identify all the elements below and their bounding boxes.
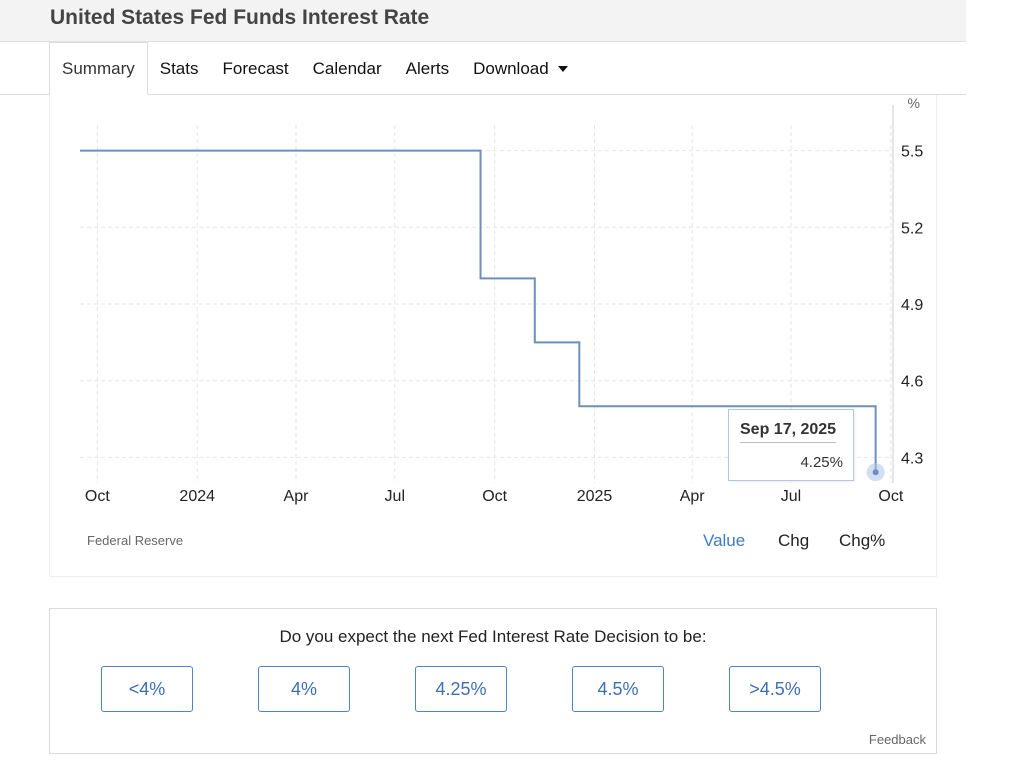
rate-step-line	[80, 149, 877, 471]
title-bar: United States Fed Funds Interest Rate	[0, 0, 966, 42]
data-source: Federal Reserve	[87, 533, 184, 548]
x-tick-label: Apr	[284, 488, 310, 505]
tab-stats-label: Stats	[159, 58, 199, 78]
x-tick-label: Oct	[482, 488, 507, 505]
x-tick-label: Apr	[680, 488, 706, 505]
poll-question: Do you expect the next Fed Interest Rate…	[279, 627, 707, 646]
feedback-link[interactable]: Feedback	[868, 732, 926, 747]
tab-calendar-label: Calendar	[312, 58, 382, 78]
chart-panel	[49, 95, 937, 577]
highlight-point	[872, 469, 879, 476]
tab-forecast-label: Forecast	[222, 58, 289, 78]
tab-download[interactable]: Download	[461, 42, 580, 95]
x-tick-label: Oct	[878, 488, 903, 505]
chart-axes: Oct 2024 Apr Jul Oct 2025 Apr Jul Oct 4.3 4.6 4.9 5.…	[85, 95, 923, 505]
x-tick-label: 2024	[179, 488, 215, 505]
view-mode-value[interactable]: Value	[703, 531, 746, 550]
tab-calendar[interactable]: Calendar	[301, 42, 394, 95]
tab-summary-label: Summary	[62, 58, 135, 78]
chart-series	[80, 149, 885, 482]
y-tick-label: 5.2	[901, 220, 923, 237]
rate-poll: Do you expect the next Fed Interest Rate…	[49, 608, 937, 754]
tab-download-label: Download	[473, 58, 549, 78]
poll-option-4-25[interactable]: 4.25%	[415, 666, 507, 712]
tab-bar: Summary Stats Forecast Calendar Alerts D…	[49, 42, 580, 95]
chart-tooltip: Sep 17, 2025 4.25%	[728, 409, 854, 481]
tabs-divider	[0, 94, 966, 95]
y-unit-label: %	[908, 95, 920, 111]
tab-summary[interactable]: Summary	[49, 42, 148, 95]
poll-option-below-4[interactable]: <4%	[101, 666, 193, 712]
tooltip-value: 4.25%	[800, 454, 843, 471]
y-tick-label: 4.6	[901, 374, 923, 391]
tab-stats[interactable]: Stats	[148, 42, 211, 95]
poll-option-above-4-5[interactable]: >4.5%	[729, 666, 821, 712]
view-mode-chg-percent[interactable]: Chg%	[839, 531, 886, 550]
x-tick-label: Jul	[781, 488, 801, 505]
poll-option-4[interactable]: 4%	[258, 666, 350, 712]
y-tick-label: 4.9	[901, 297, 923, 314]
tooltip-date: Sep 17, 2025	[740, 421, 837, 443]
y-tick-label: 5.5	[901, 144, 923, 161]
page-title: United States Fed Funds Interest Rate	[50, 6, 430, 29]
view-mode-chg[interactable]: Chg	[778, 531, 810, 550]
x-tick-label: Jul	[385, 488, 405, 505]
x-tick-label: Oct	[85, 488, 110, 505]
tab-forecast[interactable]: Forecast	[210, 42, 300, 95]
y-tick-label: 4.3	[901, 450, 923, 467]
rate-chart: Oct 2024 Apr Jul Oct 2025 Apr Jul Oct 4.3 4.6 4.9 5.…	[80, 95, 923, 505]
poll-option-4-5[interactable]: 4.5%	[572, 666, 664, 712]
tab-alerts-label: Alerts	[405, 58, 450, 78]
tab-alerts[interactable]: Alerts	[394, 42, 461, 95]
caret-down-icon	[557, 66, 568, 72]
chart-grid	[80, 125, 893, 483]
x-tick-label: 2025	[577, 488, 613, 505]
